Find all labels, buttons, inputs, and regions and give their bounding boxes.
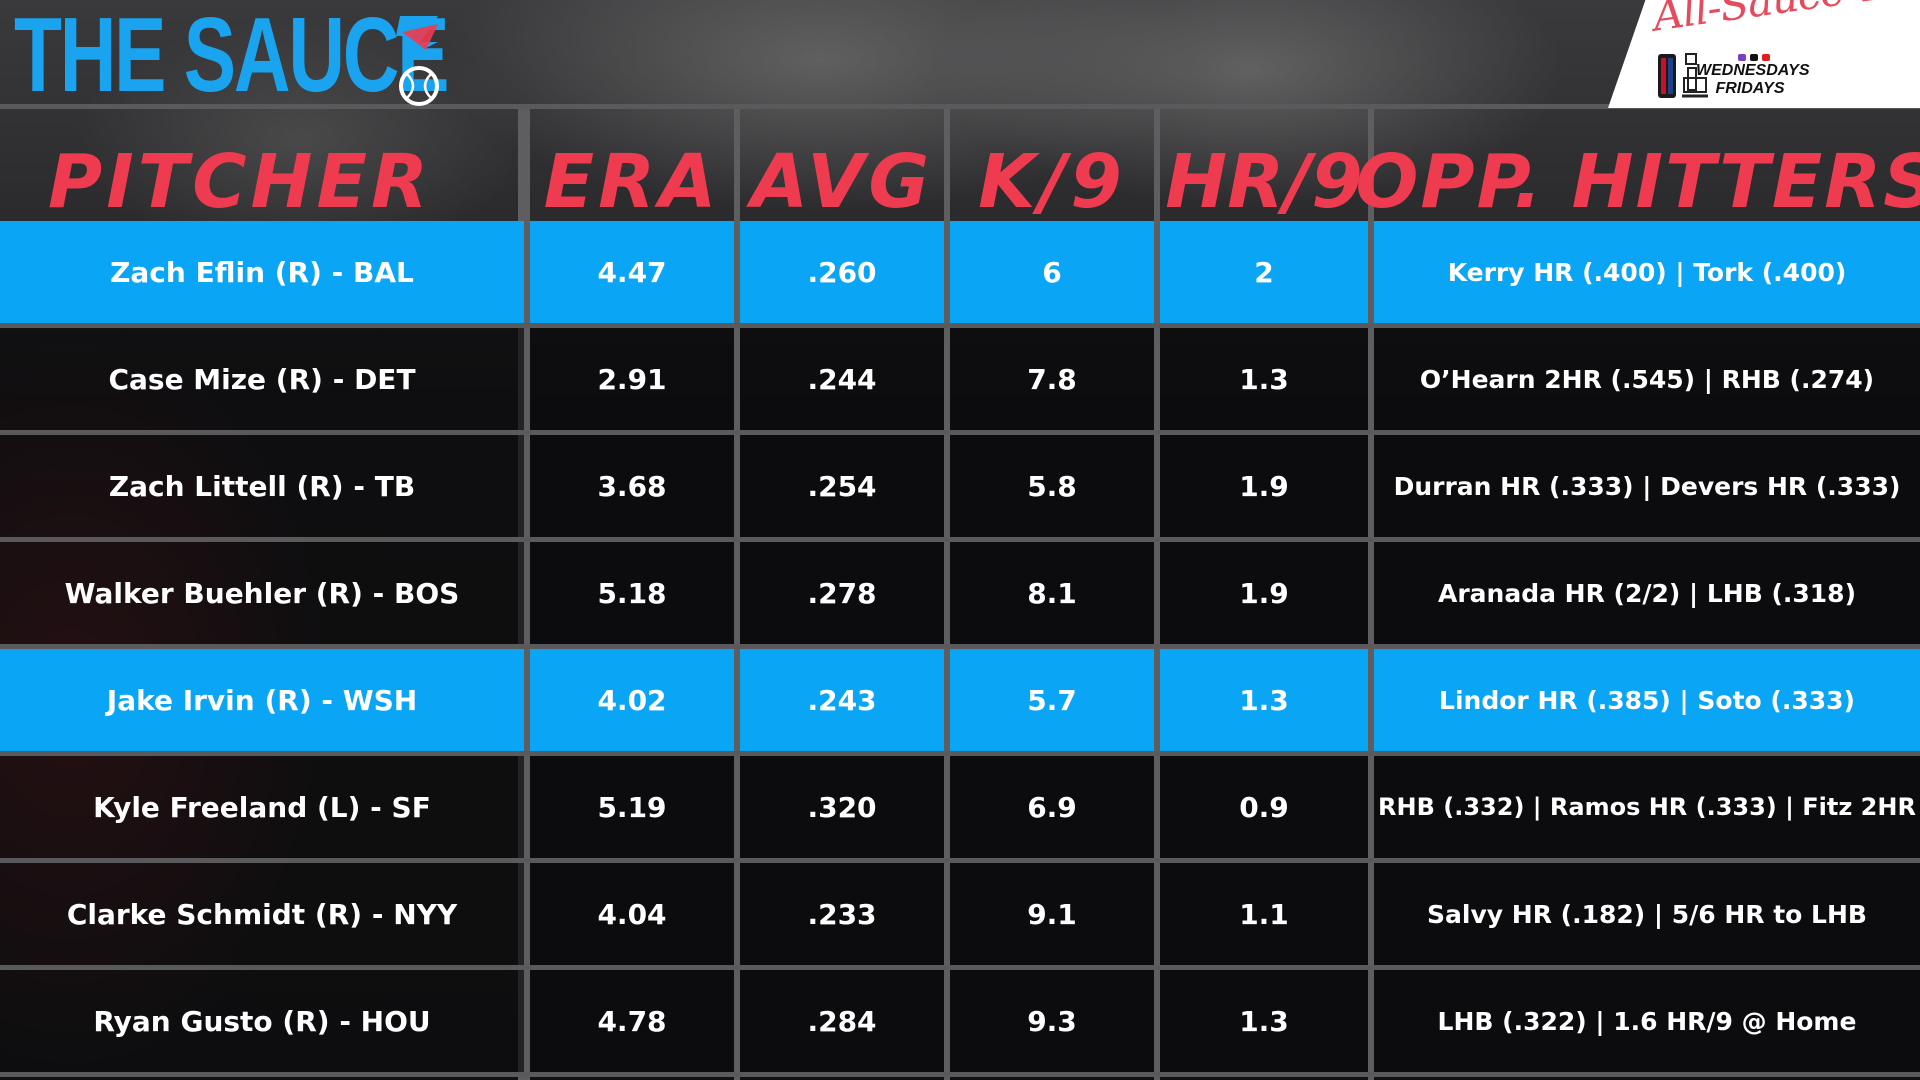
table-row: Walker Buehler (R) - BOS 5.18 .278 8.1 1… (0, 542, 1920, 644)
row-divider (0, 858, 1920, 863)
cell-pitcher: Ryan Gusto (R) - HOU (0, 970, 524, 1072)
table-row: Case Mize (R) - DET 2.91 .244 7.8 1.3 O’… (0, 328, 1920, 430)
cell-k9: 7.8 (950, 328, 1154, 430)
brand-title: THE SAUCE (14, 0, 449, 114)
cell-avg: .278 (740, 542, 944, 644)
baseball-icon (396, 16, 439, 106)
cell-opp-hitters: Aranada HR (2/2) | LHB (.318) (1374, 542, 1920, 644)
cell-pitcher: Kyle Freeland (L) - SF (0, 756, 524, 858)
table-row: Zach Littell (R) - TB 3.68 .254 5.8 1.9 … (0, 435, 1920, 537)
row-divider (0, 323, 1920, 328)
cell-avg: .244 (740, 328, 944, 430)
cell-opp-hitters: Lindor HR (.385) | Soto (.333) (1374, 649, 1920, 751)
brand-logo: THE SAUCE (14, 0, 600, 110)
header-k9: K/9 (978, 139, 1126, 225)
cell-opp-hitters: LHB (.322) | 1.6 HR/9 @ Home (1374, 970, 1920, 1072)
cell-opp-hitters: O’Hearn 2HR (.545) | RHB (.274) (1374, 328, 1920, 430)
table-row: Ryan Gusto (R) - HOU 4.78 .284 9.3 1.3 L… (0, 970, 1920, 1072)
cell-k9: 6.9 (950, 756, 1154, 858)
cell-opp-hitters: Salvy HR (.182) | 5/6 HR to LHB (1374, 863, 1920, 965)
cell-hr9: 1.3 (1160, 970, 1368, 1072)
header-pitcher: PITCHER (47, 139, 433, 225)
cell-opp-hitters: Kerry HR (.400) | Tork (.400) (1374, 221, 1920, 323)
cell-pitcher: Walker Buehler (R) - BOS (0, 542, 524, 644)
row-divider (0, 644, 1920, 649)
cell-k9: 9.3 (950, 970, 1154, 1072)
cell-hr9: 1.9 (1160, 542, 1368, 644)
cell-era: 4.47 (530, 221, 734, 323)
cell-hr9: 1.1 (1160, 863, 1368, 965)
row-divider (0, 1072, 1920, 1077)
cell-k9: 8.1 (950, 542, 1154, 644)
row-divider (0, 751, 1920, 756)
cell-avg: .260 (740, 221, 944, 323)
cell-avg: .233 (740, 863, 944, 965)
table-row: Clarke Schmidt (R) - NYY 4.04 .233 9.1 1… (0, 863, 1920, 965)
cell-hr9: 1.3 (1160, 328, 1368, 430)
cell-k9: 5.8 (950, 435, 1154, 537)
header-avg: AVG (750, 139, 934, 225)
row-divider (0, 965, 1920, 970)
cell-k9: 9.1 (950, 863, 1154, 965)
cell-pitcher: Zach Littell (R) - TB (0, 435, 524, 537)
cell-era: 5.18 (530, 542, 734, 644)
schedule-badge: All-Sauce Team WEDNESDAYS FRIDAYS (1608, 0, 1920, 108)
cell-era: 4.04 (530, 863, 734, 965)
cell-hr9: 0.9 (1160, 756, 1368, 858)
cell-k9: 6 (950, 221, 1154, 323)
header-era: ERA (543, 139, 721, 225)
cell-avg: .284 (740, 970, 944, 1072)
pitcher-table: PITCHER ERA AVG K/9 HR/9 OPP. HITTERS Za… (0, 104, 1920, 1080)
badge-days: WEDNESDAYS FRIDAYS (1696, 62, 1810, 98)
column-frame-opp (1368, 108, 1920, 1080)
badge-script-title: All-Sauce Team (1650, 0, 1920, 41)
cell-hr9: 1.3 (1160, 649, 1368, 751)
table-row: Zach Eflin (R) - BAL 4.47 .260 6 2 Kerry… (0, 221, 1920, 323)
table-row: Kyle Freeland (L) - SF 5.19 .320 6.9 0.9… (0, 756, 1920, 858)
cell-avg: .320 (740, 756, 944, 858)
badge-day-wednesdays: WEDNESDAYS (1696, 62, 1810, 79)
cell-pitcher: Case Mize (R) - DET (0, 328, 524, 430)
cell-pitcher: Clarke Schmidt (R) - NYY (0, 863, 524, 965)
cell-opp-hitters: Durran HR (.333) | Devers HR (.333) (1374, 435, 1920, 537)
cell-era: 4.02 (530, 649, 734, 751)
cell-hr9: 1.9 (1160, 435, 1368, 537)
header-opp-hitters: OPP. HITTERS (1355, 139, 1920, 225)
cell-era: 5.19 (530, 756, 734, 858)
cell-k9: 5.7 (950, 649, 1154, 751)
cell-pitcher: Zach Eflin (R) - BAL (0, 221, 524, 323)
cell-hr9: 2 (1160, 221, 1368, 323)
cell-pitcher: Jake Irvin (R) - WSH (0, 649, 524, 751)
cell-era: 2.91 (530, 328, 734, 430)
badge-day-fridays: FRIDAYS (1715, 80, 1785, 97)
cell-avg: .254 (740, 435, 944, 537)
header-hr9: HR/9 (1165, 139, 1363, 225)
cell-avg: .243 (740, 649, 944, 751)
cell-era: 3.68 (530, 435, 734, 537)
row-divider (0, 537, 1920, 542)
league-icons (1658, 53, 1770, 98)
row-divider (0, 430, 1920, 435)
cell-era: 4.78 (530, 970, 734, 1072)
cell-opp-hitters: RHB (.332) | Ramos HR (.333) | Fitz 2HR (1374, 756, 1920, 858)
top-border (0, 104, 1920, 109)
table-row: Jake Irvin (R) - WSH 4.02 .243 5.7 1.3 L… (0, 649, 1920, 751)
